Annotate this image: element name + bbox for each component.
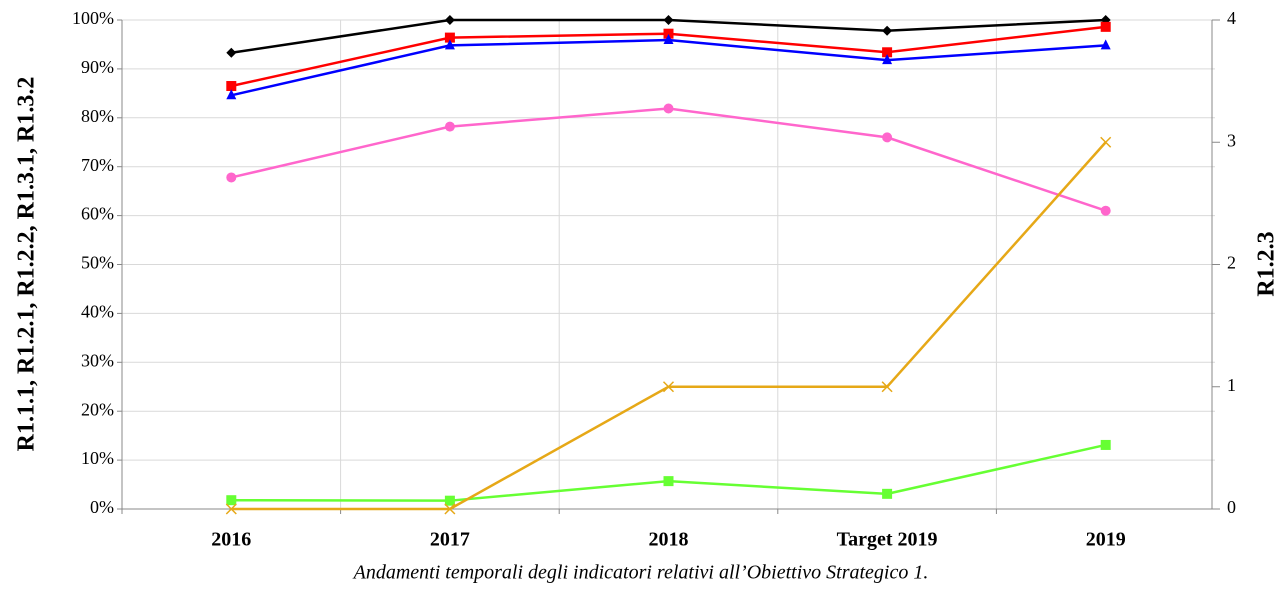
- marker: [663, 28, 674, 39]
- x-tick-label: 2016: [211, 529, 251, 551]
- marker: [444, 503, 456, 515]
- marker: [663, 103, 674, 114]
- marker: [882, 132, 893, 143]
- series-line: [231, 141, 1107, 511]
- y-tick-label: 40%: [81, 302, 114, 322]
- marker: [882, 47, 893, 58]
- y-tick-label: 60%: [81, 204, 114, 224]
- y2-tick-label: 1: [1227, 375, 1236, 395]
- marker: [881, 381, 893, 393]
- y2-axis-title: R1.2.3: [1254, 231, 1280, 296]
- y2-tick-label: 2: [1227, 253, 1236, 273]
- y-tick-label: 80%: [81, 106, 114, 126]
- x-tick-label: 2019: [1086, 529, 1126, 551]
- y-axis-title: R1.1.1, R1.2.1, R1.2.2, R1.3.1, R1.3.2: [14, 77, 40, 452]
- y-tick-label: 0%: [90, 497, 114, 517]
- marker: [226, 172, 237, 183]
- series-line: [231, 443, 1106, 502]
- y-tick-label: 70%: [81, 155, 114, 175]
- marker: [882, 25, 893, 36]
- y-tick-label: 20%: [81, 399, 114, 419]
- marker: [882, 488, 893, 499]
- marker: [444, 495, 455, 506]
- marker: [225, 503, 237, 515]
- marker: [1100, 21, 1111, 32]
- series-line: [231, 107, 1107, 212]
- x-tick-label: 2017: [430, 529, 470, 551]
- y-tick-label: 50%: [81, 253, 114, 273]
- y2-tick-label: 4: [1227, 8, 1236, 28]
- y-tick-label: 30%: [81, 350, 114, 370]
- y-tick-label: 90%: [81, 57, 114, 77]
- marker: [444, 32, 455, 43]
- marker: [663, 476, 674, 487]
- marker: [882, 54, 893, 65]
- marker: [1100, 136, 1112, 148]
- y2-tick-label: 3: [1227, 130, 1236, 150]
- y2-tick-label: 0: [1227, 497, 1236, 517]
- marker: [226, 89, 237, 100]
- x-tick-label: Target 2019: [837, 529, 938, 551]
- marker: [662, 381, 675, 393]
- y-tick-label: 10%: [81, 448, 114, 468]
- marker: [1100, 439, 1111, 450]
- marker: [444, 39, 455, 50]
- caption: Andamenti temporali degli indicatori rel…: [352, 562, 929, 584]
- marker: [1100, 39, 1111, 50]
- marker: [663, 34, 674, 45]
- marker: [1100, 205, 1111, 216]
- marker: [226, 47, 237, 58]
- x-tick-label: 2018: [649, 529, 689, 551]
- marker: [226, 495, 237, 506]
- marker: [226, 81, 237, 92]
- y-tick-label: 100%: [72, 8, 114, 28]
- marker: [444, 121, 455, 132]
- marker: [444, 15, 455, 25]
- marker: [663, 15, 674, 25]
- series-line: [231, 38, 1106, 97]
